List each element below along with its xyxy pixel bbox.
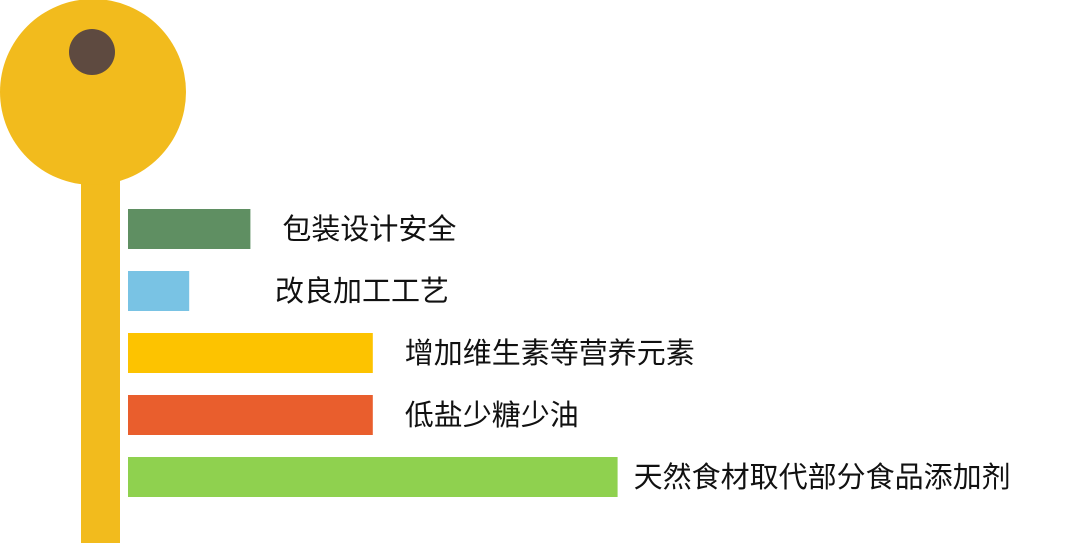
key-head [0,0,186,185]
bars [128,209,618,497]
bar-label: 天然食材取代部分食品添加剂 [634,460,1011,494]
bar [128,395,373,435]
bar-label: 低盐少糖少油 [405,398,579,432]
bar-label: 增加维生素等营养元素 [405,336,695,370]
key-decoration [0,0,186,543]
bar-label: 改良加工工艺 [275,274,449,308]
key-hole [69,29,115,75]
labels: 包装设计安全改良加工工艺增加维生素等营养元素低盐少糖少油天然食材取代部分食品添加… [275,212,1011,494]
bar [128,209,251,249]
bar [128,271,190,311]
key-stem [81,150,120,543]
bar [128,457,618,497]
bar [128,333,373,373]
bar-label: 包装设计安全 [282,212,456,246]
